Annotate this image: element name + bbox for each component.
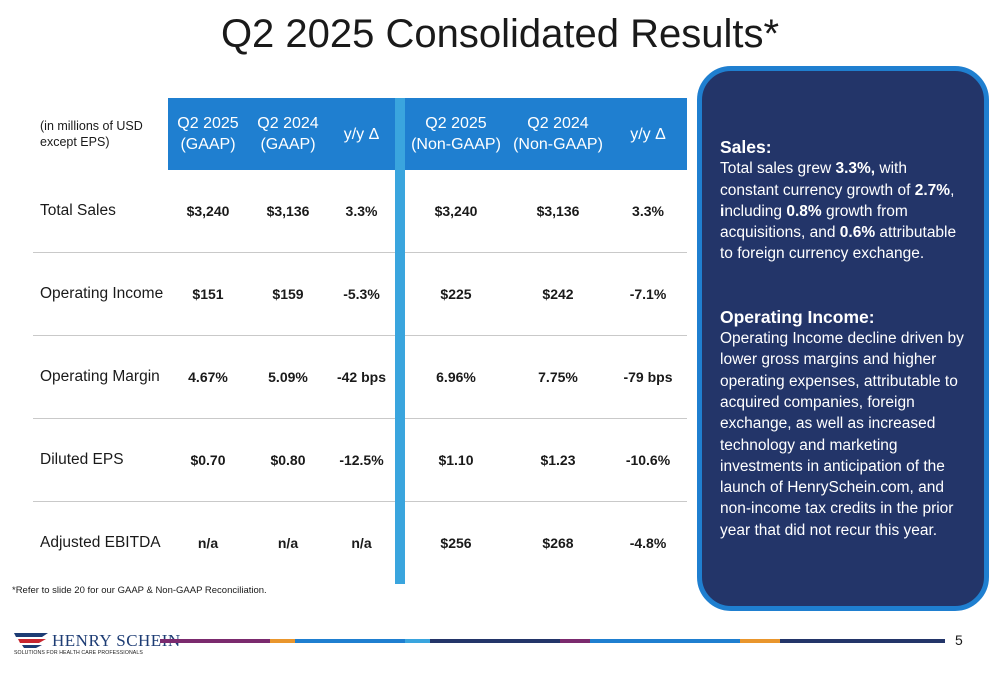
results-table-container: (in millions of USD except EPS) Q2 2025(… xyxy=(33,98,687,584)
table-cell: 7.75% xyxy=(507,335,609,419)
table-row: Operating Income $151 $159 -5.3% $225 $2… xyxy=(33,252,687,336)
slide-title: Q2 2025 Consolidated Results* xyxy=(220,12,780,56)
table-cell: 6.96% xyxy=(405,335,507,419)
sales-heading: Sales: xyxy=(720,137,772,157)
column-separator xyxy=(395,501,405,584)
table-cell: $3,240 xyxy=(405,170,507,253)
divider-segment xyxy=(430,639,560,643)
table-cell: $0.70 xyxy=(168,418,248,502)
logo-wordmark: HENRY SCHEIN xyxy=(52,631,181,650)
column-separator xyxy=(395,252,405,336)
row-label: Diluted EPS xyxy=(33,418,168,502)
table-row: Adjusted EBITDA n/a n/a n/a $256 $268 -4… xyxy=(33,501,687,584)
table-cell: 3.3% xyxy=(609,170,687,253)
logo-tagline: SOLUTIONS FOR HEALTH CARE PROFESSIONALS xyxy=(14,650,143,656)
commentary-callout: Sales: Total sales grew 3.3%, with const… xyxy=(697,66,989,611)
table-cell: $242 xyxy=(507,252,609,336)
table-cell: -12.5% xyxy=(328,418,395,502)
table-row: Total Sales $3,240 $3,136 3.3% $3,240 $3… xyxy=(33,170,687,253)
divider-segment xyxy=(560,639,590,643)
results-table: (in millions of USD except EPS) Q2 2025(… xyxy=(33,98,687,584)
table-row: Operating Margin 4.67% 5.09% -42 bps 6.9… xyxy=(33,335,687,419)
column-header-yy-gaap: y/y Δ xyxy=(328,98,395,170)
operating-income-heading: Operating Income: xyxy=(720,306,875,327)
footer-divider xyxy=(160,639,945,643)
table-cell: n/a xyxy=(277,535,299,551)
divider-segment xyxy=(740,639,780,643)
table-cell: n/a xyxy=(197,535,219,551)
table-cell: $3,136 xyxy=(507,170,609,253)
row-label: Operating Margin xyxy=(33,335,168,419)
table-cell: $3,136 xyxy=(248,170,328,253)
table-row: Diluted EPS $0.70 $0.80 -12.5% $1.10 $1.… xyxy=(33,418,687,502)
table-cell: $0.80 xyxy=(248,418,328,502)
unit-note: (in millions of USD except EPS) xyxy=(33,98,168,170)
row-label: Total Sales xyxy=(33,170,168,253)
page-number: 5 xyxy=(955,632,963,648)
column-separator xyxy=(395,98,405,170)
company-logo: HENRY SCHEIN SOLUTIONS FOR HEALTH CARE P… xyxy=(12,629,180,659)
table-cell: $268 xyxy=(542,535,574,551)
row-label: Operating Income xyxy=(33,252,168,336)
column-header-q2-2024-gaap: Q2 2024 (GAAP) xyxy=(248,98,328,170)
column-separator xyxy=(395,170,405,253)
column-header-yy-non-gaap: y/y Δ xyxy=(609,98,687,170)
column-header-q2-2025-non-gaap: Q2 2025 (Non-GAAP) xyxy=(405,98,507,170)
divider-segment xyxy=(590,639,740,643)
divider-segment xyxy=(160,639,270,643)
operating-income-text: Operating Income decline driven by lower… xyxy=(720,330,964,539)
table-cell: -79 bps xyxy=(609,335,687,419)
table-cell: $225 xyxy=(405,252,507,336)
table-cell: -42 bps xyxy=(328,335,395,419)
sales-text: Total sales grew 3.3%, with constant cur… xyxy=(720,160,957,263)
table-cell: $151 xyxy=(168,252,248,336)
divider-segment xyxy=(780,639,945,643)
eagle-logo-icon xyxy=(14,633,48,648)
divider-segment xyxy=(405,639,430,643)
table-cell: $1.10 xyxy=(405,418,507,502)
table-cell: $1.23 xyxy=(507,418,609,502)
column-header-q2-2024-non-gaap: Q2 2024 (Non-GAAP) xyxy=(507,98,609,170)
table-cell: $256 xyxy=(440,535,472,551)
divider-segment xyxy=(295,639,405,643)
divider-segment xyxy=(270,639,295,643)
table-cell: -10.6% xyxy=(609,418,687,502)
table-header-row: (in millions of USD except EPS) Q2 2025(… xyxy=(33,98,687,170)
column-separator xyxy=(395,335,405,419)
footnote: *Refer to slide 20 for our GAAP & Non-GA… xyxy=(12,585,267,596)
column-header-q2-2025-gaap: Q2 2025 (GAAP) xyxy=(168,98,248,170)
table-cell: 4.67% xyxy=(168,335,248,419)
table-cell: n/a xyxy=(351,535,372,551)
table-cell: -5.3% xyxy=(328,252,395,336)
table-cell: 5.09% xyxy=(248,335,328,419)
column-separator xyxy=(395,418,405,502)
table-cell: $3,240 xyxy=(168,170,248,253)
row-label: Adjusted EBITDA xyxy=(40,534,161,551)
table-cell: 3.3% xyxy=(328,170,395,253)
table-cell: -7.1% xyxy=(609,252,687,336)
table-cell: -4.8% xyxy=(629,535,667,551)
table-cell: $159 xyxy=(248,252,328,336)
